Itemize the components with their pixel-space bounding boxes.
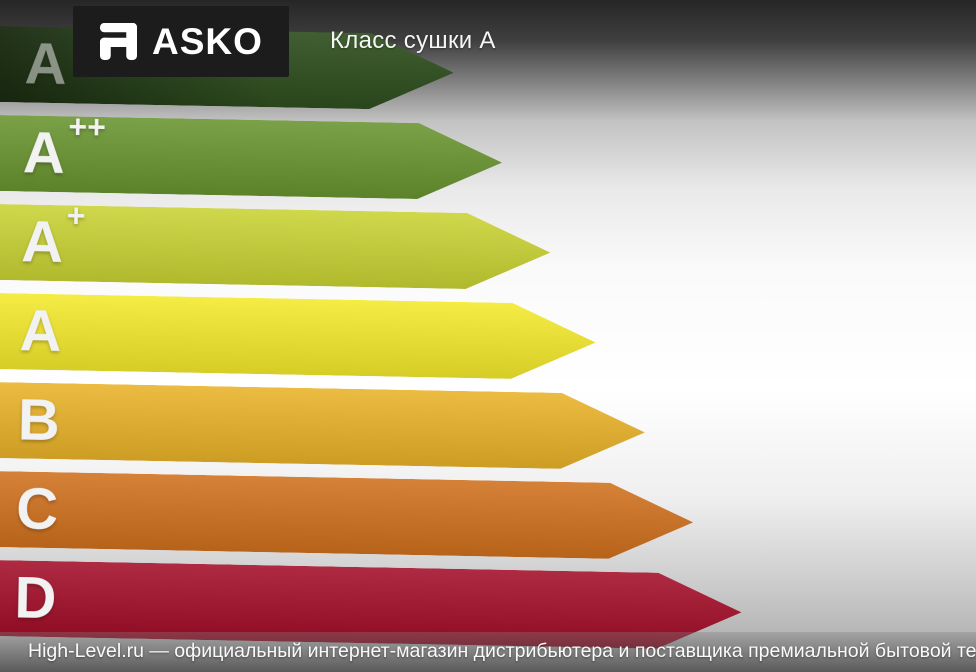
asko-a-icon <box>100 23 137 60</box>
rating-letter: A <box>19 298 64 365</box>
rating-arrow-a: A <box>0 293 596 381</box>
footer-text: High-Level.ru — официальный интернет-маг… <box>28 640 976 662</box>
asko-logo-box: ASKO <box>73 6 289 77</box>
rating-letter: A++ <box>22 108 107 187</box>
rating-letter: D <box>13 565 59 632</box>
footer-bar: High-Level.ru — официальный интернет-маг… <box>0 632 976 672</box>
brand-name: ASKO <box>152 20 263 62</box>
rating-arrow-a-plus-plus: A++ <box>0 115 503 201</box>
rating-letter: A+ <box>20 196 86 276</box>
rating-letter: C <box>15 476 60 543</box>
rating-arrow-c: C <box>0 471 694 560</box>
page-title: Класс сушки А <box>330 27 496 54</box>
rating-letter: A <box>24 31 69 98</box>
rating-arrow-a-plus: A+ <box>0 204 551 291</box>
rating-letter: B <box>17 387 62 454</box>
rating-arrow-b: B <box>0 382 646 471</box>
